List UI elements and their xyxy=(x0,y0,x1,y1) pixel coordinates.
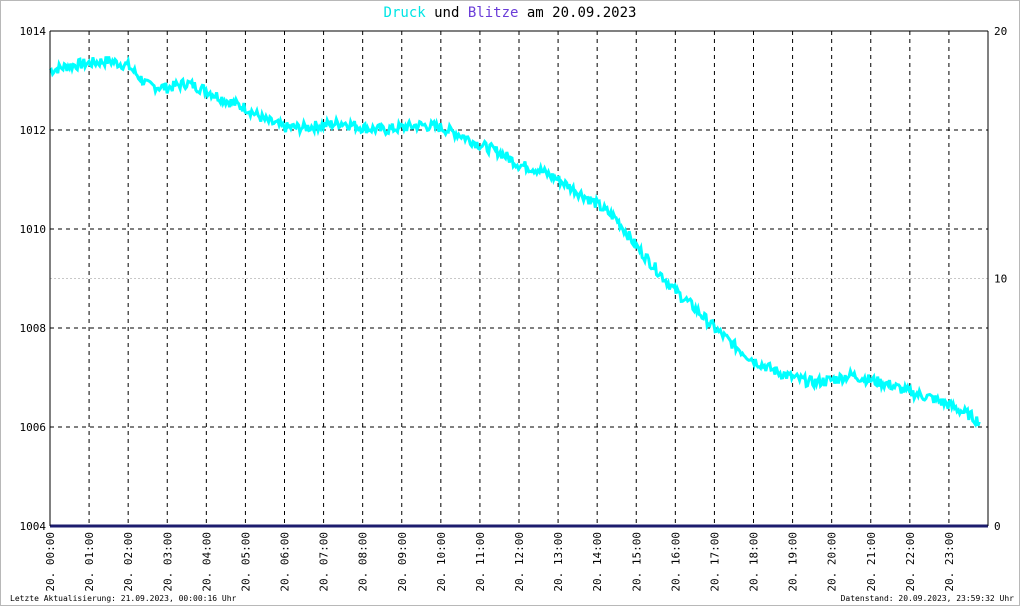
series-layer xyxy=(49,55,988,528)
x-tick-label: 20. 15:00 xyxy=(630,532,643,592)
x-tick-label: 20. 00:00 xyxy=(44,532,57,592)
y-left-tick-label: 1008 xyxy=(20,322,47,335)
y-right-tick-label: 0 xyxy=(994,520,1001,533)
x-tick-label: 20. 13:00 xyxy=(552,532,565,592)
y-right-tick-label: 20 xyxy=(994,25,1007,38)
y-left-tick-label: 1012 xyxy=(20,124,47,137)
tick-labels: 1004 1006 1008 1010 1012 1014 0 10 20 20. 00:00 20… xyxy=(20,25,1008,592)
x-tick-label: 20. 08:00 xyxy=(357,532,370,592)
x-tick-label: 20. 18:00 xyxy=(748,532,761,592)
title-date: am 20.09.2023 xyxy=(526,5,637,21)
title-series2: Blitze xyxy=(467,5,519,21)
x-tick-label: 20. 01:00 xyxy=(83,532,96,592)
y-left-tick-label: 1010 xyxy=(20,223,47,236)
x-tick-label: 20. 16:00 xyxy=(669,532,682,592)
x-tick-label: 20. 07:00 xyxy=(318,532,331,592)
x-tick-label: 20. 22:00 xyxy=(904,532,917,592)
x-tick-label: 20. 05:00 xyxy=(239,532,252,592)
x-tick-label: 20. 19:00 xyxy=(787,532,800,592)
y-left-tick-label: 1004 xyxy=(20,520,47,533)
data-status-text: Datenstand: 20.09.2023, 23:59:32 Uhr xyxy=(840,594,1014,603)
x-tick-label: 20. 03:00 xyxy=(161,532,174,592)
last-update-text: Letzte Aktualisierung: 21.09.2023, 00:00… xyxy=(10,594,237,603)
chart-title: Druck und Blitze am 20.09.2023 xyxy=(1,5,1019,21)
title-and: und xyxy=(434,5,460,21)
x-tick-label: 20. 14:00 xyxy=(591,532,604,592)
x-tick-label: 20. 20:00 xyxy=(826,532,839,592)
axes xyxy=(49,30,989,526)
grid-lines xyxy=(50,31,988,526)
x-tick-label: 20. 06:00 xyxy=(279,532,292,592)
x-tick-label: 20. 23:00 xyxy=(943,532,956,592)
y-left-tick-label: 1006 xyxy=(20,421,47,434)
title-series1: Druck xyxy=(383,5,426,21)
x-tick-label: 20. 04:00 xyxy=(200,532,213,592)
x-tick-label: 20. 12:00 xyxy=(513,532,526,592)
x-tick-label: 20. 21:00 xyxy=(865,532,878,592)
x-tick-label: 20. 09:00 xyxy=(396,532,409,592)
y-right-tick-label: 10 xyxy=(994,273,1007,286)
pressure-series-line xyxy=(49,55,981,429)
x-tick-label: 20. 17:00 xyxy=(708,532,721,592)
y-left-tick-label: 1014 xyxy=(20,25,47,38)
x-tick-label: 20. 10:00 xyxy=(435,532,448,592)
x-tick-label: 20. 11:00 xyxy=(474,532,487,592)
x-tick-label: 20. 02:00 xyxy=(122,532,135,592)
